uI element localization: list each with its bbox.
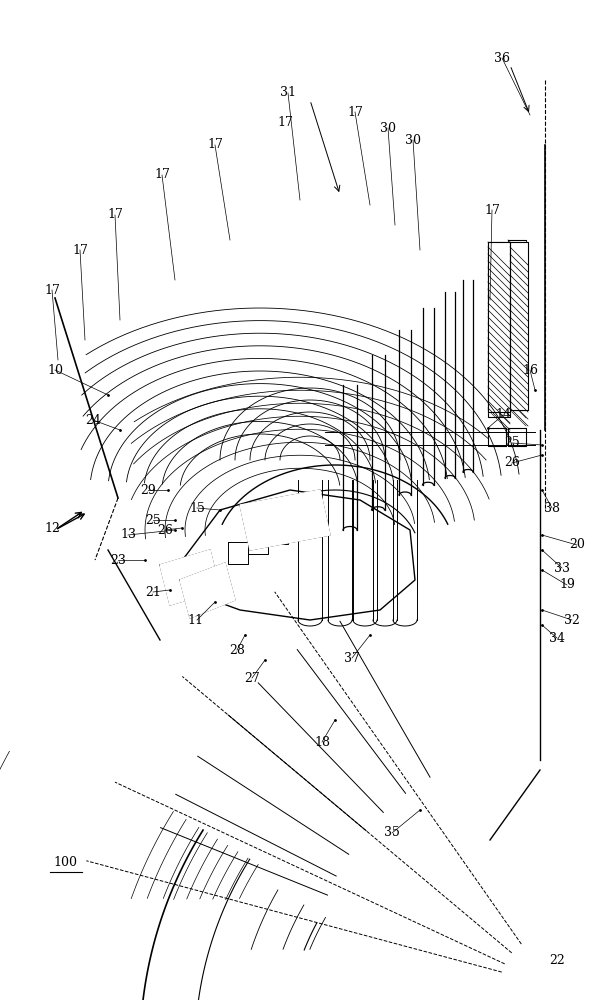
Text: 13: 13 <box>120 528 136 542</box>
Text: 25: 25 <box>145 514 161 526</box>
Text: 17: 17 <box>347 105 363 118</box>
Text: 16: 16 <box>522 363 538 376</box>
Polygon shape <box>160 550 220 605</box>
Text: 22: 22 <box>549 954 565 966</box>
Text: 30: 30 <box>405 133 421 146</box>
Text: 19: 19 <box>559 578 575 591</box>
Text: 15: 15 <box>189 502 205 514</box>
Text: 14: 14 <box>495 408 511 422</box>
Text: 20: 20 <box>569 538 585 552</box>
Text: 36: 36 <box>494 51 510 64</box>
Text: 30: 30 <box>380 121 396 134</box>
Text: 26: 26 <box>504 456 520 470</box>
Text: 31: 31 <box>280 87 296 100</box>
Text: 12: 12 <box>44 522 60 534</box>
Text: 17: 17 <box>154 168 170 182</box>
Text: 21: 21 <box>145 585 161 598</box>
Polygon shape <box>240 490 330 550</box>
Text: 37: 37 <box>344 652 360 664</box>
Text: 17: 17 <box>72 243 88 256</box>
Text: 33: 33 <box>554 562 570 574</box>
Polygon shape <box>175 490 415 620</box>
Text: 17: 17 <box>484 204 500 217</box>
Text: 32: 32 <box>564 613 580 626</box>
Text: 100: 100 <box>53 856 77 868</box>
Text: 23: 23 <box>110 554 126 566</box>
Text: 26: 26 <box>157 524 173 536</box>
Text: 17: 17 <box>44 284 60 296</box>
Text: 34: 34 <box>549 632 565 645</box>
Text: 27: 27 <box>244 672 260 684</box>
Text: 29: 29 <box>140 484 156 496</box>
Text: 11: 11 <box>187 613 203 626</box>
Text: 25: 25 <box>504 436 520 450</box>
Text: 10: 10 <box>47 363 63 376</box>
Text: 28: 28 <box>229 644 245 656</box>
Text: 17: 17 <box>277 116 293 129</box>
Text: 38: 38 <box>544 502 560 514</box>
Text: 17: 17 <box>107 209 123 222</box>
Polygon shape <box>510 242 528 410</box>
Text: 18: 18 <box>314 736 330 748</box>
Polygon shape <box>488 242 510 412</box>
Text: 24: 24 <box>85 414 101 426</box>
Polygon shape <box>180 563 235 618</box>
Text: 17: 17 <box>207 138 223 151</box>
Text: 35: 35 <box>384 826 400 840</box>
